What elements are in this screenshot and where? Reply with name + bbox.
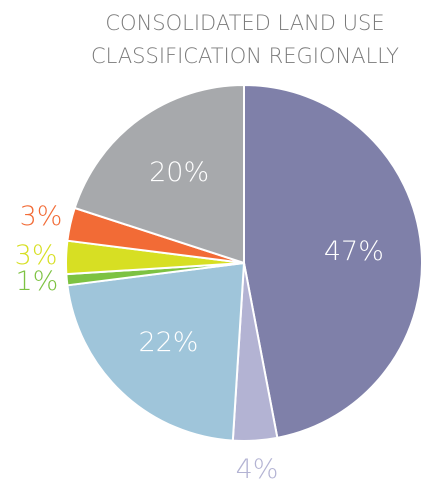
data-label: 3% — [20, 201, 63, 232]
pie-slice — [243, 83, 423, 440]
chart-title: CONSOLIDATED LAND USE — [105, 11, 384, 35]
pie-slice — [73, 83, 245, 265]
pie-slice — [66, 261, 246, 442]
data-label: 4% — [236, 454, 279, 484]
data-label: 22% — [138, 327, 198, 358]
data-label: 3% — [15, 240, 58, 271]
data-label: 47% — [324, 236, 384, 267]
data-label: 20% — [149, 157, 209, 188]
chart-title: CLASSIFICATION REGIONALLY — [91, 44, 399, 68]
data-label: 1% — [16, 266, 59, 297]
